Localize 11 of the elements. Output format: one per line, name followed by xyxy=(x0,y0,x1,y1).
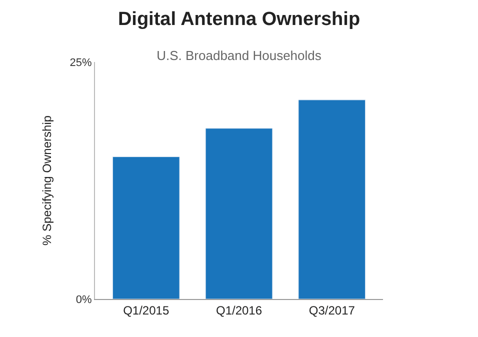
chart-title: Digital Antenna Ownership xyxy=(118,9,360,30)
y-axis-title: % Specifying Ownership xyxy=(40,115,54,246)
bar xyxy=(112,156,180,299)
bar xyxy=(205,128,273,299)
x-tick-label: Q3/2017 xyxy=(308,303,356,318)
y-tick-label: 0% xyxy=(76,294,92,306)
y-tick-label: 25% xyxy=(70,56,92,69)
x-tick-label: Q1/2016 xyxy=(216,303,262,318)
x-tick-label: Q1/2015 xyxy=(123,303,170,318)
chart-subtitle: U.S. Broadband Households xyxy=(156,48,322,63)
bar xyxy=(298,100,366,299)
